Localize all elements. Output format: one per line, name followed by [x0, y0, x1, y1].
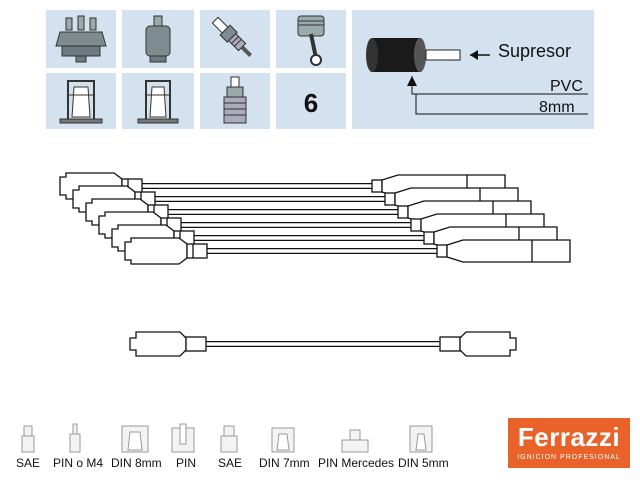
insulation-label: PVC — [550, 78, 583, 95]
spark-plug-wire-2-plug-sleeve — [384, 192, 396, 206]
sae-terminal-icon — [21, 425, 35, 453]
legend-label-pin-m4: PIN o M4 — [53, 456, 104, 470]
spark-plug-wire-5-plug-sleeve — [423, 231, 435, 245]
cable-cross-section-icon — [366, 38, 588, 115]
pin-m4-terminal-icon — [69, 423, 81, 453]
cylinder-count: 6 — [303, 88, 319, 118]
logo-tagline: IGNICION PROFESIONAL — [517, 454, 621, 461]
coil-terminal-tile — [122, 73, 194, 129]
spark-plug-icon — [211, 16, 252, 57]
coil-wire-left-sleeve — [185, 336, 207, 352]
piston-tile — [276, 10, 346, 68]
distributor-cap-icon — [55, 15, 107, 63]
terminal-legend-icons — [21, 423, 433, 453]
spark-plug-wire-6-distributor-boot — [124, 237, 188, 265]
sae-terminal-icon-2 — [220, 425, 238, 453]
din-7mm-terminal-icon — [271, 427, 295, 453]
terminal-legend: SAE PIN o M4 DIN 8mm PIN SAE DIN 7mm PIN… — [0, 420, 500, 476]
spark-plug-tile — [200, 10, 270, 68]
legend-label-din-7mm: DIN 7mm — [259, 456, 310, 470]
diameter-label: 8mm — [539, 99, 575, 116]
spark-plug-wire-6-distributor-sleeve — [186, 243, 208, 259]
spark-plug-wire-6-plug-sleeve — [436, 244, 448, 258]
coil-wire-right-boot — [459, 331, 517, 357]
coil-wire-left-boot — [129, 331, 187, 357]
legend-label-pin-mercedes: PIN Mercedes — [318, 456, 395, 470]
distributor-terminal-icon — [59, 80, 103, 124]
distributor-cap-tile — [46, 10, 116, 68]
ferrazzi-logo: Ferrazzi IGNICION PROFESIONAL — [508, 418, 630, 468]
logo-brand-name: Ferrazzi — [517, 422, 621, 452]
spark-plug-wire-1-plug-sleeve — [371, 179, 383, 193]
spark-plug-wire-3-plug-sleeve — [397, 205, 409, 219]
legend-label-din-5mm: DIN 5mm — [398, 456, 449, 470]
spark-plug-wire-4-plug-sleeve — [410, 218, 422, 232]
pin-mercedes-terminal-icon — [341, 429, 369, 453]
cylinder-count-tile — [276, 73, 346, 129]
cable-spec-panel: Supresor PVC 8mm — [352, 10, 594, 129]
coil-wire-right-sleeve — [439, 336, 461, 352]
legend-label-sae: SAE — [16, 456, 41, 470]
din-8mm-terminal-icon — [121, 425, 149, 453]
spark-plug-boot-icon — [223, 76, 247, 124]
ignition-coil-icon — [145, 15, 171, 63]
ignition-wire-set-diagram — [59, 172, 571, 357]
spark-plug-wire-6-plug-boot — [446, 239, 571, 263]
distributor-terminal-tile — [46, 73, 116, 129]
legend-label-din-8mm: DIN 8mm — [111, 456, 162, 470]
legend-label-pin: PIN — [176, 456, 197, 470]
suppressor-label: Supresor — [498, 41, 572, 61]
piston-icon — [297, 15, 325, 66]
ignition-coil-tile — [122, 10, 194, 68]
pin-terminal-icon — [171, 423, 195, 453]
coil-terminal-icon — [137, 80, 179, 124]
legend-label-sae-2: SAE — [218, 456, 243, 470]
din-5mm-terminal-icon — [409, 425, 433, 453]
spark-plug-boot-tile — [200, 73, 270, 129]
